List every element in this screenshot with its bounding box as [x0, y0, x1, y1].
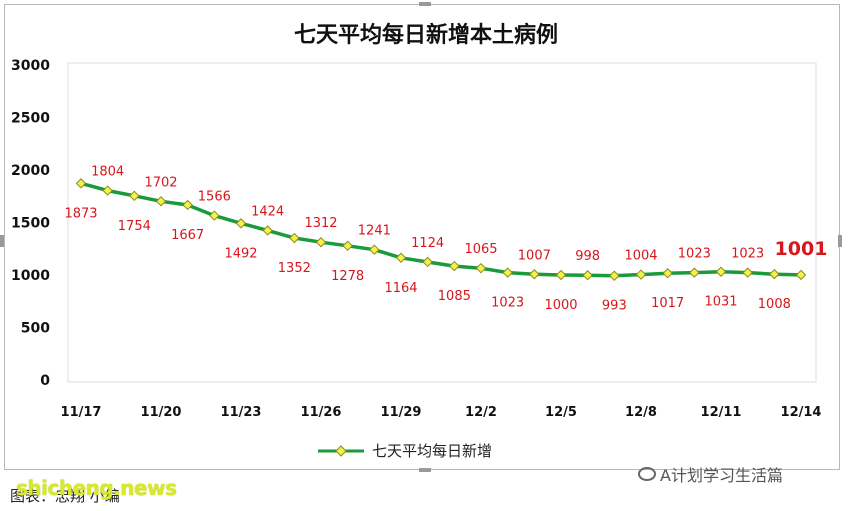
y-tick-label: 1000 [11, 268, 50, 284]
data-label: 1754 [118, 219, 151, 234]
x-tick-label: 11/20 [141, 405, 182, 420]
data-label: 1000 [544, 298, 577, 313]
data-label: 998 [575, 249, 600, 264]
series-line [80, 181, 802, 278]
x-tick-label: 12/5 [545, 405, 577, 420]
data-point [662, 268, 673, 279]
data-label: 1008 [758, 297, 791, 312]
data-point [529, 269, 540, 280]
x-tick-label: 12/14 [781, 405, 822, 420]
data-label: 1804 [91, 165, 124, 180]
legend-label: 七天平均每日新增 [372, 442, 493, 460]
data-label: 1023 [731, 247, 764, 262]
data-point [262, 225, 273, 236]
legend-line-icon [318, 444, 364, 457]
y-tick-label: 1500 [11, 216, 50, 232]
data-point [475, 262, 487, 274]
y-tick-label: 2500 [11, 111, 50, 127]
data-label: 1241 [358, 224, 391, 239]
chart-credit: 图表：忠翔 小编 [10, 487, 120, 505]
data-point [182, 199, 193, 211]
wechat-label: A计划学习生活篇 [660, 466, 783, 485]
data-point [155, 196, 167, 207]
resize-handle-bottom[interactable] [419, 468, 431, 472]
y-tick-label: 3000 [11, 58, 50, 74]
data-label: 1085 [438, 289, 471, 304]
data-point [449, 260, 460, 272]
data-label: 993 [602, 299, 627, 314]
data-point [422, 256, 433, 268]
data-point [795, 269, 807, 281]
data-point [555, 269, 567, 281]
data-point [715, 266, 727, 277]
data-point [75, 178, 87, 189]
data-point [689, 267, 700, 278]
data-label: 1001 [775, 238, 828, 260]
chart-legend: 七天平均每日新增 [318, 440, 492, 461]
data-point [102, 185, 113, 196]
x-tick-label: 11/29 [381, 405, 422, 420]
resize-handle-left[interactable] [0, 235, 4, 247]
data-point [635, 269, 647, 280]
data-label: 1023 [491, 296, 524, 311]
data-label: 1065 [464, 242, 497, 257]
y-tick-label: 2000 [11, 163, 50, 179]
data-label: 1667 [171, 228, 204, 243]
data-label: 1278 [331, 269, 364, 284]
data-label: 1017 [651, 296, 684, 311]
data-label: 1164 [384, 281, 417, 296]
data-point [315, 237, 327, 248]
data-label: 1873 [64, 206, 97, 221]
data-point [129, 190, 140, 202]
data-point [209, 210, 220, 221]
data-label: 1023 [678, 247, 711, 262]
resize-handle-top[interactable] [419, 2, 431, 6]
x-tick-label: 11/23 [221, 405, 262, 420]
data-label: 1004 [624, 249, 657, 264]
data-label: 1566 [198, 190, 231, 205]
chart-title: 七天平均每日新增本土病例 [293, 23, 558, 48]
data-label: 1424 [251, 204, 284, 219]
data-label: 1352 [278, 261, 311, 276]
data-label: 1702 [144, 175, 177, 190]
data-point [235, 218, 247, 229]
y-tick-label: 0 [40, 373, 50, 389]
x-tick-label: 12/8 [625, 405, 657, 420]
data-label: 1312 [304, 216, 337, 231]
x-tick-label: 12/2 [465, 405, 497, 420]
wechat-icon [638, 467, 656, 481]
data-point [342, 240, 353, 252]
x-tick-label: 11/26 [301, 405, 342, 420]
chart-frame [4, 4, 840, 470]
data-point [609, 270, 620, 281]
data-point [742, 267, 753, 278]
data-label: 1124 [411, 236, 444, 251]
wechat-badge: A计划学习生活篇 [638, 462, 783, 486]
resize-handle-right[interactable] [838, 235, 842, 247]
x-tick-label: 12/11 [701, 405, 742, 420]
data-point [769, 268, 780, 280]
plot-area [67, 62, 817, 383]
data-label: 1492 [224, 246, 257, 261]
x-tick-label: 11/17 [61, 405, 102, 420]
data-point [395, 252, 407, 263]
data-point [289, 232, 300, 244]
data-point [502, 267, 513, 278]
data-label: 1007 [518, 248, 551, 263]
data-label: 1031 [704, 295, 737, 310]
data-point [582, 270, 593, 281]
site-watermark: shicheng.news [16, 476, 177, 500]
data-point [369, 244, 380, 255]
y-tick-label: 500 [21, 321, 50, 337]
